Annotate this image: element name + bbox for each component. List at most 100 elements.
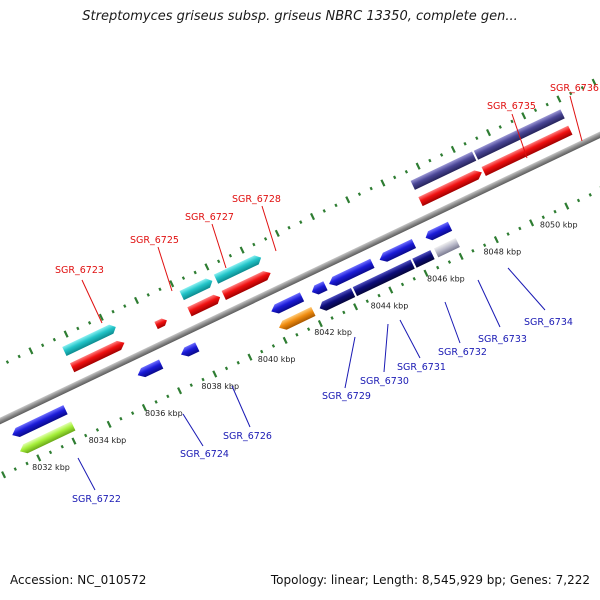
reverse-tick [306, 327, 311, 332]
forward-tick [545, 102, 549, 107]
gene-sgr-6730-blue[interactable] [310, 281, 328, 296]
kbp-label-text: 8034 kbp [89, 436, 127, 445]
label-sgr-6732[interactable]: SGR_6732 [438, 301, 487, 358]
label-text-sgr-6736: SGR_6736 [550, 83, 599, 94]
forward-tick [357, 192, 362, 196]
reverse-tick [377, 293, 381, 298]
topology-text: Topology: linear; Length: 8,545,929 bp; … [270, 573, 590, 587]
forward-tick [134, 296, 140, 305]
forward-tick [76, 326, 80, 331]
label-sgr-6728[interactable]: SGR_6728 [232, 194, 281, 252]
gene-sgr-6728-red[interactable] [221, 269, 273, 300]
gene-sgr-6735-violet[interactable] [410, 151, 477, 190]
label-sgr-6722[interactable]: SGR_6722 [72, 457, 121, 505]
reverse-tick [400, 282, 405, 287]
label-sgr-6723[interactable]: SGR_6723 [55, 265, 104, 324]
gene-sgr-6729-blue[interactable] [269, 292, 305, 316]
gene-sgr-6730-navy[interactable] [318, 287, 356, 313]
gene-sgr-6734-blue[interactable] [423, 221, 453, 243]
reverse-tick [13, 467, 17, 471]
label-text-sgr-6735: SGR_6735 [487, 101, 536, 112]
kbp-label: 8036 kbp [145, 409, 183, 418]
forward-tick [111, 309, 115, 314]
label-sgr-6736[interactable]: SGR_6736 [550, 83, 599, 142]
gene-sgr-6727-cyan[interactable] [179, 276, 215, 301]
forward-tick [123, 304, 127, 308]
reverse-tick [506, 232, 510, 236]
forward-tick [63, 330, 69, 338]
gene-sgr-6725-red[interactable] [154, 317, 168, 330]
label-sgr-6731[interactable]: SGR_6731 [397, 319, 446, 373]
gene-sgr-6723-cyan[interactable] [62, 322, 118, 357]
forward-tick [87, 321, 92, 325]
label-text-sgr-6732: SGR_6732 [438, 347, 487, 358]
forward-tick [263, 237, 268, 241]
label-sgr-6733[interactable]: SGR_6733 [477, 279, 527, 345]
label-text-sgr-6728: SGR_6728 [232, 194, 281, 205]
forward-tick [404, 169, 409, 174]
label-text-sgr-6733: SGR_6733 [478, 334, 527, 345]
gene-sgr-6731-navy[interactable] [352, 259, 415, 297]
kbp-label-text: 8032 kbp [32, 463, 70, 472]
forward-tick [334, 203, 338, 208]
label-sgr-6730[interactable]: SGR_6730 [360, 323, 409, 387]
gene-sgr-6722-blue[interactable] [10, 405, 68, 439]
gene-sgr-6726-blue[interactable] [179, 342, 200, 359]
forward-tick [299, 220, 303, 224]
reverse-tick [166, 394, 170, 399]
forward-tick [369, 186, 373, 191]
forward-tick [310, 212, 316, 221]
forward-tick [228, 253, 233, 258]
forward-tick [193, 270, 197, 275]
gene-sgr-6723-red[interactable] [69, 338, 127, 373]
forward-tick [274, 229, 280, 237]
reverse-tick [71, 437, 77, 445]
label-sgr-6735[interactable]: SGR_6735 [487, 101, 536, 159]
label-sgr-6727[interactable]: SGR_6727 [185, 212, 234, 269]
gene-sgr-6729-orange[interactable] [277, 306, 316, 332]
reverse-tick [1, 471, 7, 479]
reverse-tick [353, 303, 359, 311]
reverse-tick [260, 349, 264, 354]
gene-sgr-6727-red[interactable] [187, 293, 222, 317]
reverse-genes [10, 221, 460, 455]
label-sgr-6729[interactable]: SGR_6729 [322, 336, 371, 402]
reverse-tick [295, 332, 299, 337]
forward-tick [380, 179, 386, 187]
map-title: Streptomyces griseus subsp. griseus NBRC… [82, 9, 518, 24]
label-sgr-6734[interactable]: SGR_6734 [507, 267, 573, 328]
reverse-tick [436, 265, 440, 270]
label-sgr-6726[interactable]: SGR_6726 [223, 385, 272, 442]
kbp-label-text: 8038 kbp [201, 382, 239, 391]
reverse-tick [224, 366, 229, 371]
kbp-label: 8048 kbp [483, 248, 521, 257]
forward-tick [486, 128, 492, 137]
reverse-tick [247, 353, 253, 361]
sequence-backbone [0, 109, 600, 449]
label-text-sgr-6725: SGR_6725 [130, 235, 179, 246]
reverse-tick [271, 344, 276, 348]
gene-sgr-6724-blue[interactable] [136, 359, 164, 380]
reverse-tick [553, 209, 557, 214]
label-sgr-6725[interactable]: SGR_6725 [130, 235, 179, 292]
label-sgr-6724[interactable]: SGR_6724 [180, 413, 229, 460]
forward-tick [393, 175, 397, 180]
gene-sgr-6736-red[interactable] [481, 125, 573, 176]
reverse-tick [177, 387, 183, 395]
gene-sgr-6728-cyan[interactable] [213, 253, 263, 284]
reverse-tick [119, 416, 123, 421]
gene-sgr-6722-lime[interactable] [18, 421, 76, 455]
kbp-label-text: 8042 kbp [314, 328, 352, 337]
gene-sgr-6734-grey[interactable] [433, 238, 460, 258]
label-text-sgr-6731: SGR_6731 [397, 362, 446, 373]
gene-sgr-6732-blue[interactable] [377, 239, 417, 264]
gene-sgr-6735-red[interactable] [418, 168, 484, 207]
forward-tick [169, 280, 175, 288]
reverse-tick [447, 260, 452, 264]
kbp-label-text: 8044 kbp [371, 301, 409, 310]
gene-sgr-6733-navy[interactable] [412, 250, 435, 268]
gene-sgr-6731-blue[interactable] [327, 258, 375, 289]
reverse-tick [541, 215, 545, 220]
kbp-label: 8038 kbp [201, 382, 239, 391]
